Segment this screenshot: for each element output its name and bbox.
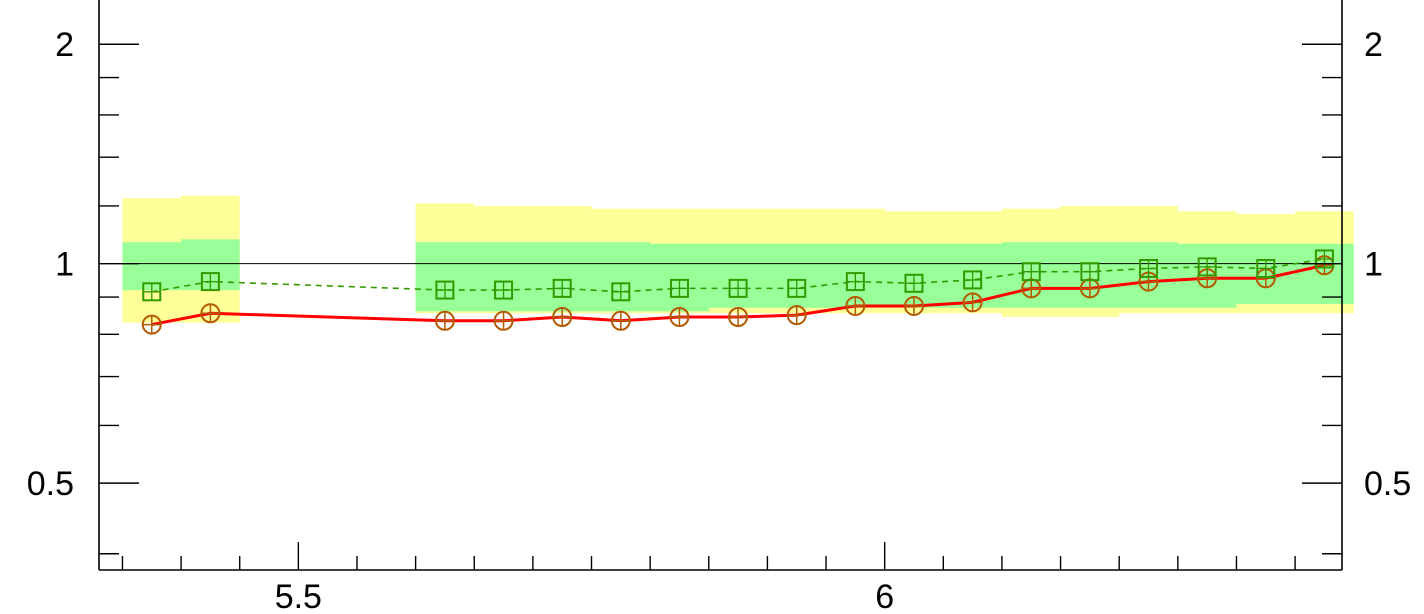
x-tick-label: 6 <box>875 578 894 614</box>
y-tick-label-right: 1 <box>1364 246 1383 284</box>
y-tick-label-left: 1 <box>55 246 74 284</box>
data-point <box>142 282 162 302</box>
y-tick-label-left: 0.5 <box>27 465 74 503</box>
data-point <box>200 272 220 292</box>
data-point <box>786 305 807 326</box>
data-point <box>435 280 455 300</box>
data-point <box>1021 278 1042 299</box>
data-point <box>1139 258 1159 278</box>
data-point <box>962 292 983 313</box>
data-point <box>434 310 455 331</box>
data-point <box>669 278 689 298</box>
series-0 <box>141 255 1335 335</box>
x-tick-label: 5.5 <box>275 578 322 614</box>
data-point <box>1021 262 1041 282</box>
data-point <box>493 310 514 331</box>
data-point <box>610 310 631 331</box>
y-tick-label-right: 2 <box>1364 26 1383 64</box>
data-point <box>963 270 983 290</box>
series-line-1 <box>151 258 1325 293</box>
axes <box>98 0 1343 571</box>
data-point <box>1080 262 1100 282</box>
y-tick-label-right: 0.5 <box>1364 465 1411 503</box>
data-point <box>669 307 690 328</box>
data-point <box>141 314 162 335</box>
series-layer <box>141 249 1335 335</box>
data-point <box>552 307 573 328</box>
data-point <box>494 280 514 300</box>
data-point <box>845 295 866 316</box>
ticks <box>99 43 1342 570</box>
tick-labels: 5.5 6 0.5 0.5 1 1 2 2 <box>27 26 1412 614</box>
uncertainty-bands <box>122 195 1354 323</box>
inner-band-1 <box>415 242 1354 312</box>
data-point <box>1256 258 1276 278</box>
data-point <box>1314 249 1334 269</box>
data-point <box>1079 278 1100 299</box>
data-point <box>1197 257 1217 277</box>
data-point <box>903 295 924 316</box>
data-point <box>845 272 865 292</box>
data-point <box>200 303 221 324</box>
data-point <box>611 282 631 302</box>
data-point <box>728 307 749 328</box>
series-1 <box>142 249 1334 302</box>
data-point <box>552 278 572 298</box>
y-tick-label-left: 2 <box>55 26 74 64</box>
data-point <box>904 273 924 293</box>
data-point <box>728 278 748 298</box>
data-point <box>787 278 807 298</box>
